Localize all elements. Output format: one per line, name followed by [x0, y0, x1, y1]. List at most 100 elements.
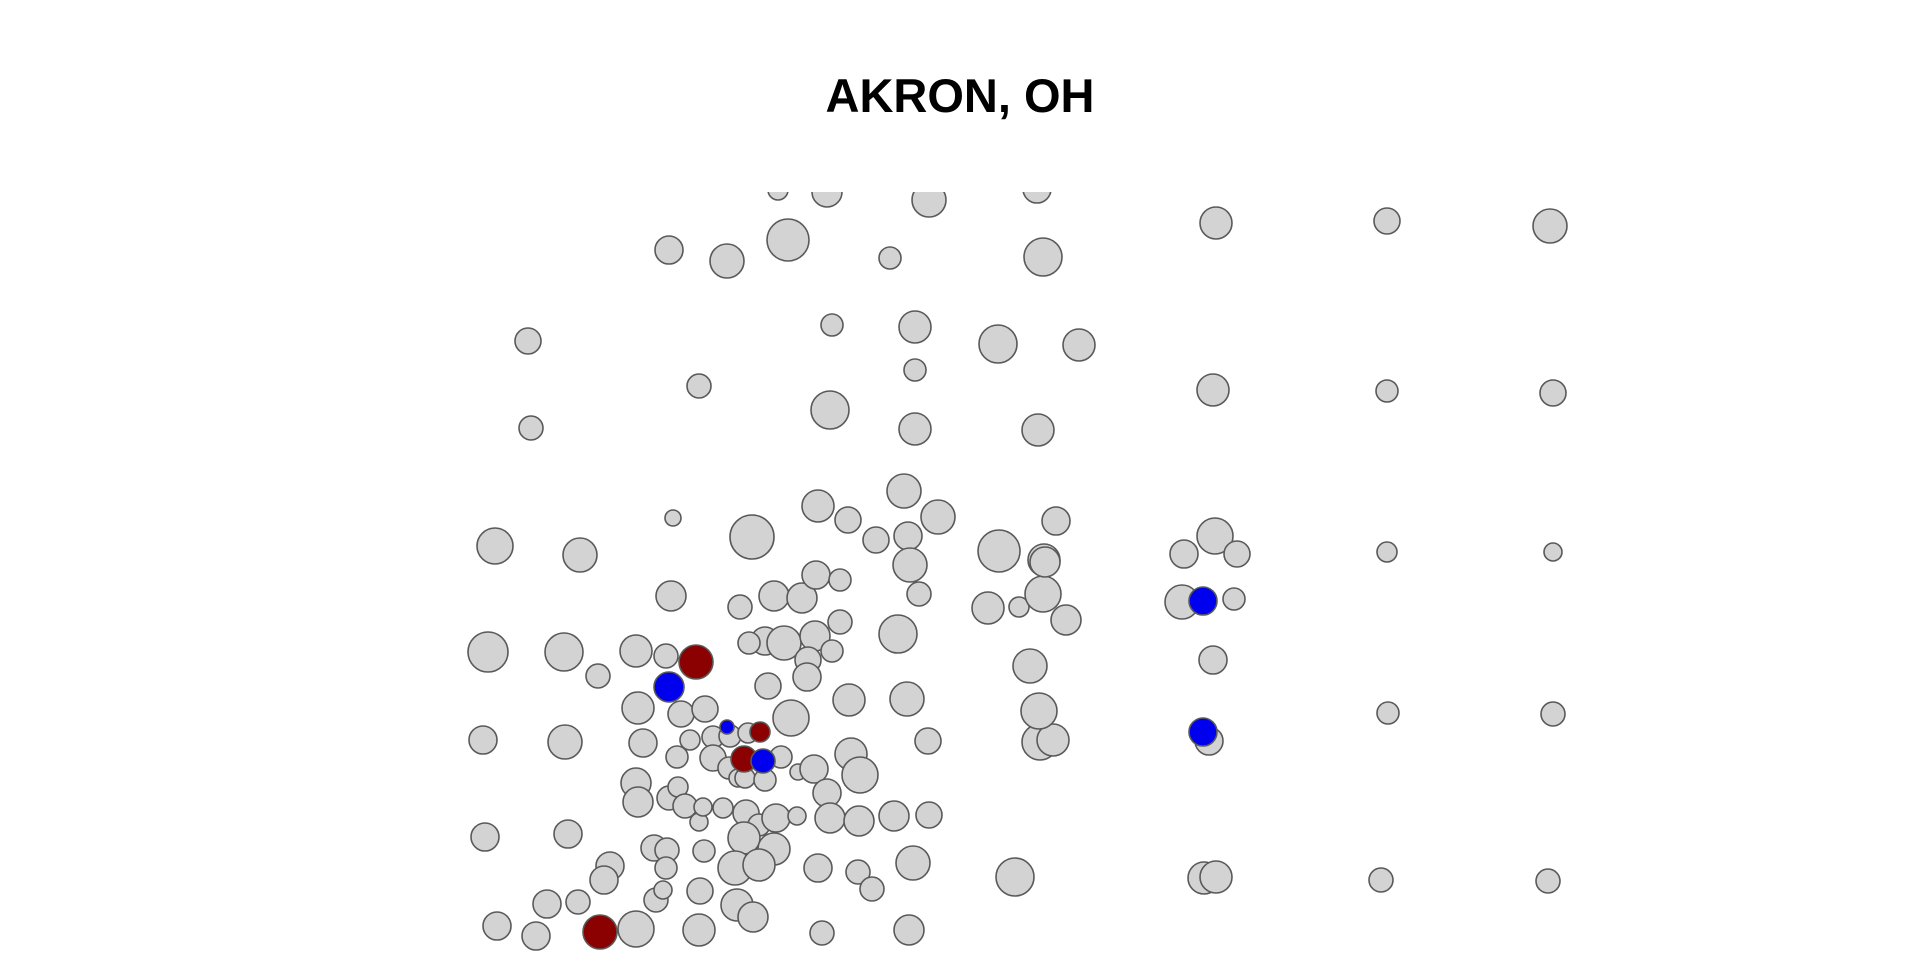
gray-marker [664, 509, 682, 527]
gray-marker [893, 914, 925, 946]
blue-marker [719, 719, 735, 735]
gray-marker [906, 581, 932, 607]
gray-marker [977, 529, 1021, 573]
gray-marker [1008, 596, 1030, 618]
gray-marker [754, 672, 782, 700]
gray-marker [758, 580, 790, 612]
gray-marker [1539, 379, 1567, 407]
gray-marker [787, 806, 807, 826]
gray-marker [686, 373, 712, 399]
gray-marker [1062, 328, 1096, 362]
gray-marker [859, 876, 885, 902]
gray-marker [878, 800, 910, 832]
gray-marker [786, 582, 818, 614]
gray-marker [893, 521, 923, 551]
gray-marker [476, 527, 514, 565]
gray-marker [820, 639, 844, 663]
page-title: AKRON, OH [825, 69, 1095, 122]
gray-marker [619, 634, 653, 668]
blue-marker [750, 748, 776, 774]
gray-marker [544, 632, 584, 672]
gray-marker [1540, 701, 1566, 727]
gray-marker [761, 803, 791, 833]
gray-marker [467, 631, 509, 673]
gray-marker [514, 327, 542, 355]
gray-marker [971, 591, 1005, 625]
gray-marker [468, 725, 498, 755]
gray-marker [1050, 604, 1082, 636]
gray-marker [766, 218, 810, 262]
gray-marker [828, 568, 852, 592]
gray-marker [737, 901, 769, 933]
gray-marker [692, 839, 716, 863]
gray-marker [995, 857, 1035, 897]
gray-marker [978, 324, 1018, 364]
gray-marker [622, 786, 654, 818]
gray-marker [878, 246, 902, 270]
gray-marker [1373, 207, 1401, 235]
gray-marker [654, 235, 684, 265]
gray-marker [691, 695, 719, 723]
gray-marker [562, 537, 598, 573]
red-marker [678, 644, 714, 680]
gray-marker [1041, 506, 1071, 536]
gray-marker [729, 514, 775, 560]
blue-marker [653, 671, 685, 703]
gray-marker [1029, 546, 1061, 578]
gray-marker [521, 921, 551, 951]
gray-marker [1021, 413, 1055, 447]
gray-marker [1535, 868, 1561, 894]
gray-marker [665, 745, 689, 769]
red-marker [582, 914, 618, 950]
gray-marker [553, 819, 583, 849]
gray-marker [1012, 648, 1048, 684]
gray-marker [862, 526, 890, 554]
gray-marker [693, 797, 713, 817]
gray-marker [1199, 206, 1233, 240]
gray-marker [845, 859, 871, 885]
gray-marker [532, 889, 562, 919]
gray-marker [827, 609, 853, 635]
blue-marker [1188, 717, 1218, 747]
gray-marker [1199, 860, 1233, 894]
plot-top-clip [0, 150, 1920, 192]
gray-marker [727, 594, 753, 620]
gray-marker [801, 560, 831, 590]
gray-marker [920, 499, 956, 535]
gray-marker [1222, 587, 1246, 611]
gray-marker [470, 822, 500, 852]
gray-marker [792, 662, 822, 692]
gray-marker [617, 910, 655, 948]
gray-marker [1036, 723, 1070, 757]
gray-marker [518, 415, 544, 441]
gray-marker [585, 663, 611, 689]
gray-marker [803, 853, 833, 883]
gray-marker [772, 699, 810, 737]
gray-marker [1023, 237, 1063, 277]
gray-marker [1376, 701, 1400, 725]
gray-marker [565, 889, 591, 915]
gray-marker [547, 724, 583, 760]
gray-marker [1376, 541, 1398, 563]
gray-marker [801, 489, 835, 523]
gray-marker [886, 473, 922, 509]
gray-marker [832, 683, 866, 717]
gray-marker [682, 913, 716, 947]
gray-marker [654, 856, 678, 880]
gray-marker [878, 614, 918, 654]
gray-marker [482, 911, 512, 941]
gray-marker [1375, 379, 1399, 403]
gray-marker [667, 700, 695, 728]
gray-marker [1543, 542, 1563, 562]
gray-marker [1368, 867, 1394, 893]
gray-marker [1020, 692, 1058, 730]
gray-marker [834, 506, 862, 534]
gray-marker [799, 754, 829, 784]
gray-marker [621, 691, 655, 725]
gray-marker [1532, 208, 1568, 244]
gray-marker [1223, 540, 1251, 568]
gray-marker [1198, 645, 1228, 675]
gray-marker [1196, 373, 1230, 407]
gray-marker [653, 643, 679, 669]
